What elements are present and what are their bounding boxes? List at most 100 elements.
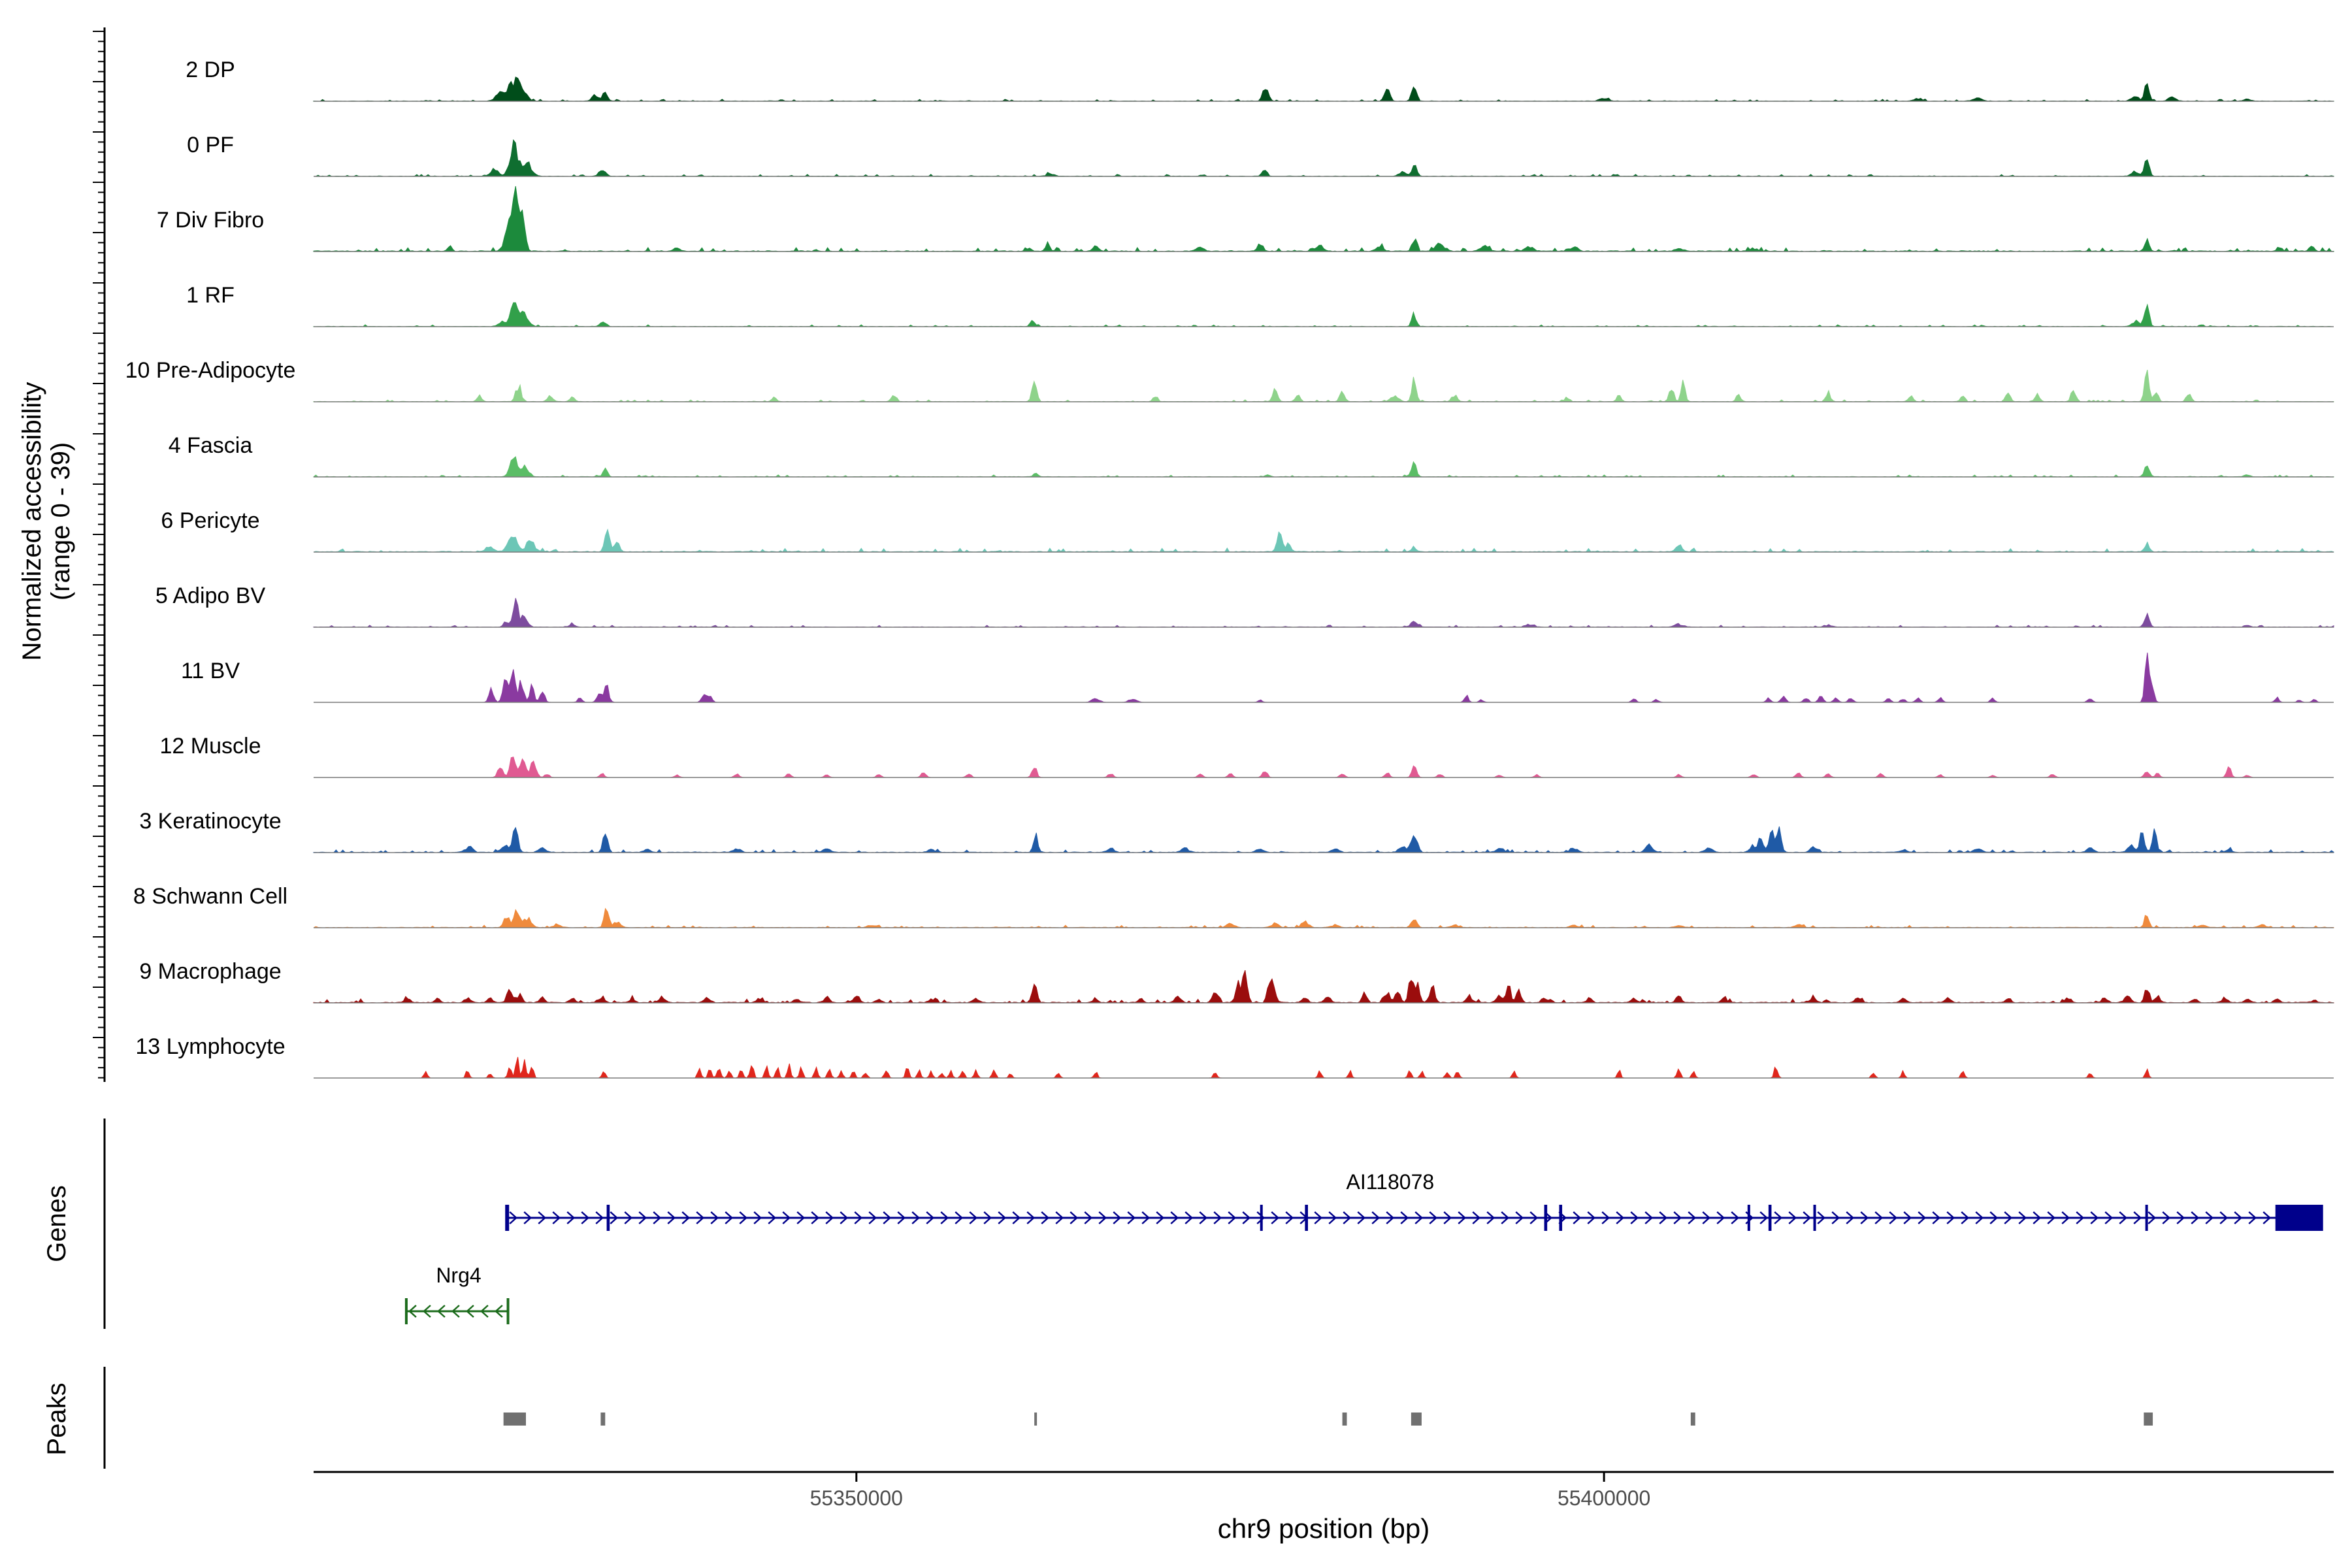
track-area — [313, 370, 2334, 402]
y-axis-title-line2: (range 0 - 39) — [46, 442, 75, 600]
exon — [1813, 1205, 1816, 1231]
strand-arrow — [1213, 1211, 1222, 1224]
strand-arrow — [1817, 1211, 1826, 1224]
strand-arrow — [1156, 1211, 1165, 1224]
strand-arrow — [624, 1211, 633, 1224]
strand-arrow — [1515, 1211, 1524, 1224]
strand-arrow — [1688, 1211, 1697, 1224]
strand-arrow — [667, 1211, 676, 1224]
track-area — [313, 139, 2334, 177]
strand-arrow — [1659, 1211, 1668, 1224]
strand-arrow — [653, 1211, 662, 1224]
strand-arrow — [2104, 1211, 2114, 1224]
strand-arrow — [581, 1211, 590, 1224]
track-6: 6 Pericyte — [161, 508, 2334, 553]
track-label: 1 RF — [186, 283, 235, 308]
strand-arrow — [1242, 1211, 1251, 1224]
track-0: 2 DP — [186, 57, 2334, 102]
x-axis-ticks: 55350000 55400000 — [810, 1472, 1650, 1510]
track-area — [313, 970, 2334, 1004]
track-1: 0 PF — [187, 133, 2334, 177]
peak-region — [1411, 1413, 1422, 1426]
strand-arrow — [782, 1211, 791, 1224]
peak-region — [2144, 1413, 2153, 1426]
strand-arrow — [955, 1211, 964, 1224]
strand-arrow — [854, 1211, 863, 1224]
track-label: 10 Pre-Adipocyte — [125, 358, 296, 383]
strand-arrow — [2219, 1211, 2229, 1224]
peaks-panel — [503, 1413, 2153, 1426]
peaks-panel-label: Peaks — [42, 1382, 71, 1455]
strand-arrow — [1314, 1211, 1323, 1224]
track-3: 1 RF — [186, 283, 2334, 327]
strand-arrow — [1874, 1211, 1884, 1224]
strand-arrow — [1041, 1211, 1050, 1224]
peak-region — [1034, 1413, 1037, 1426]
strand-arrow — [1486, 1211, 1495, 1224]
gene-AI118078: AI118078 — [505, 1170, 2323, 1231]
track-area — [313, 826, 2334, 853]
genes-panel: AI118078 Nrg4 — [404, 1170, 2323, 1324]
strand-arrow — [1098, 1211, 1107, 1224]
strand-arrow — [868, 1211, 877, 1224]
strand-arrow — [796, 1211, 806, 1224]
track-11: 8 Schwann Cell — [133, 884, 2334, 928]
strand-arrow — [2162, 1211, 2171, 1224]
strand-arrow — [1386, 1211, 1395, 1224]
x-axis-title: chr9 position (bp) — [1218, 1513, 1430, 1544]
strand-arrow — [725, 1211, 734, 1224]
track-label: 5 Adipo BV — [155, 583, 266, 608]
strand-arrow — [840, 1211, 849, 1224]
strand-arrow — [1501, 1211, 1510, 1224]
strand-arrow — [1026, 1211, 1036, 1224]
strand-arrow — [926, 1211, 935, 1224]
strand-arrow — [753, 1211, 762, 1224]
strand-arrow — [1529, 1211, 1539, 1224]
track-12: 9 Macrophage — [139, 959, 2334, 1004]
strand-arrow — [1458, 1211, 1467, 1224]
strand-arrow — [2234, 1211, 2243, 1224]
strand-arrow — [480, 1305, 489, 1318]
strand-arrow — [2076, 1211, 2085, 1224]
strand-arrow — [1371, 1211, 1380, 1224]
strand-arrow — [437, 1305, 446, 1318]
strand-arrow — [1673, 1211, 1682, 1224]
strand-arrow — [1630, 1211, 1639, 1224]
strand-arrow — [610, 1211, 619, 1224]
track-label: 7 Div Fibro — [157, 208, 264, 233]
strand-arrow — [552, 1211, 561, 1224]
x-axis-tick-label: 55400000 — [1558, 1486, 1650, 1510]
track-7: 5 Adipo BV — [155, 583, 2334, 628]
strand-arrow — [2061, 1211, 2070, 1224]
strand-arrow — [940, 1211, 949, 1224]
strand-arrow — [1113, 1211, 1122, 1224]
gene-label: Nrg4 — [436, 1264, 481, 1287]
exon — [1305, 1205, 1308, 1231]
strand-arrow — [1070, 1211, 1079, 1224]
track-label: 11 BV — [181, 659, 240, 683]
strand-arrow — [523, 1211, 532, 1224]
track-area — [314, 1056, 2334, 1079]
track-2: 7 Div Fibro — [157, 186, 2334, 252]
strand-arrow — [1184, 1211, 1194, 1224]
strand-arrow — [739, 1211, 748, 1224]
strand-arrow — [696, 1211, 705, 1224]
strand-arrow — [897, 1211, 906, 1224]
strand-arrow — [1702, 1211, 1711, 1224]
strand-arrow — [911, 1211, 921, 1224]
exon — [1559, 1205, 1563, 1231]
peak-region — [600, 1413, 606, 1426]
y-axis-ticks — [93, 31, 105, 1079]
exon — [1260, 1205, 1263, 1231]
exon — [1544, 1205, 1548, 1231]
strand-arrow — [1989, 1211, 1999, 1224]
exon — [506, 1205, 510, 1231]
y-axis-title: Normalized accessibility (range 0 - 39) — [18, 382, 75, 661]
strand-arrow — [1846, 1211, 1855, 1224]
strand-arrow — [1860, 1211, 1869, 1224]
strand-arrow — [2248, 1211, 2257, 1224]
strand-arrow — [1831, 1211, 1840, 1224]
track-10: 3 Keratinocyte — [139, 809, 2334, 853]
strand-arrow — [2176, 1211, 2185, 1224]
strand-arrow — [1084, 1211, 1093, 1224]
